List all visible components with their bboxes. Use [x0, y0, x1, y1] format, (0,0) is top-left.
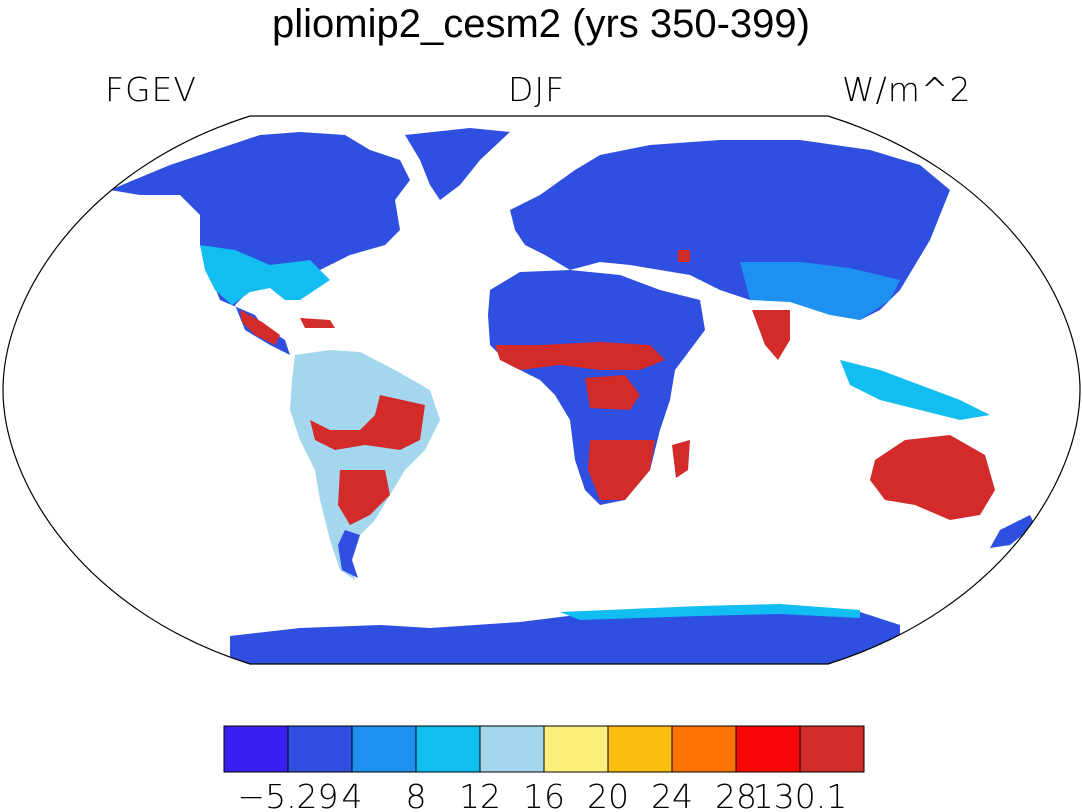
- colorbar-swatch: [351, 725, 417, 773]
- se-asia-land: [840, 360, 990, 420]
- south-america-hot-south: [338, 470, 390, 525]
- season-label: DJF: [508, 70, 566, 109]
- globe-outline: [2, 115, 1081, 665]
- colorbar-tick-label: 16: [523, 777, 565, 812]
- africa-south-hot: [588, 440, 655, 500]
- asia-warm-band: [740, 262, 900, 320]
- colorbar-tick-label: 130.1: [753, 777, 847, 812]
- colorbar-swatch: [223, 725, 289, 773]
- variable-label: FGEV: [105, 70, 197, 109]
- north-america-warm-fringe: [200, 245, 330, 305]
- africa-central-hot: [585, 375, 640, 410]
- india-hot: [752, 310, 790, 360]
- mexico-hot: [240, 310, 280, 345]
- land-fields: [110, 128, 1035, 664]
- new-zealand-land: [990, 515, 1035, 548]
- caribbean-hot: [300, 318, 335, 328]
- colorbar-tick-label: 4: [342, 777, 363, 812]
- map-title: pliomip2_cesm2 (yrs 350-399): [271, 2, 810, 46]
- colorbar-swatch: [671, 725, 737, 773]
- colorbar-swatch: [479, 725, 545, 773]
- colorbar-tick-label: 8: [406, 777, 427, 812]
- africa-sahel-hot: [495, 342, 665, 370]
- antarctica-land: [230, 606, 900, 664]
- colorbar-swatch: [287, 725, 353, 773]
- colorbar-swatch: [735, 725, 801, 773]
- australia-land: [870, 435, 995, 520]
- colorbar-swatch: [543, 725, 609, 773]
- colorbar-tick-label: −5.29: [237, 777, 338, 812]
- colorbar-swatch: [799, 725, 865, 773]
- north-america-land: [110, 132, 410, 355]
- units-label: W/m^2: [842, 70, 972, 109]
- caspian-hot: [678, 250, 690, 262]
- colorbar-tick-label: 20: [587, 777, 629, 812]
- colorbar-swatch: [415, 725, 481, 773]
- south-america-cool-south: [338, 530, 360, 578]
- greenland-land: [405, 128, 510, 200]
- colorbar-tick-label: 28: [715, 777, 757, 812]
- south-america-hot: [310, 395, 425, 450]
- colorbar-swatch: [607, 725, 673, 773]
- madagascar-land: [672, 440, 690, 478]
- colorbar-tick-label: 24: [651, 777, 693, 812]
- antarctica-warm-edge: [560, 604, 860, 620]
- colorbar-tick-label: 12: [459, 777, 501, 812]
